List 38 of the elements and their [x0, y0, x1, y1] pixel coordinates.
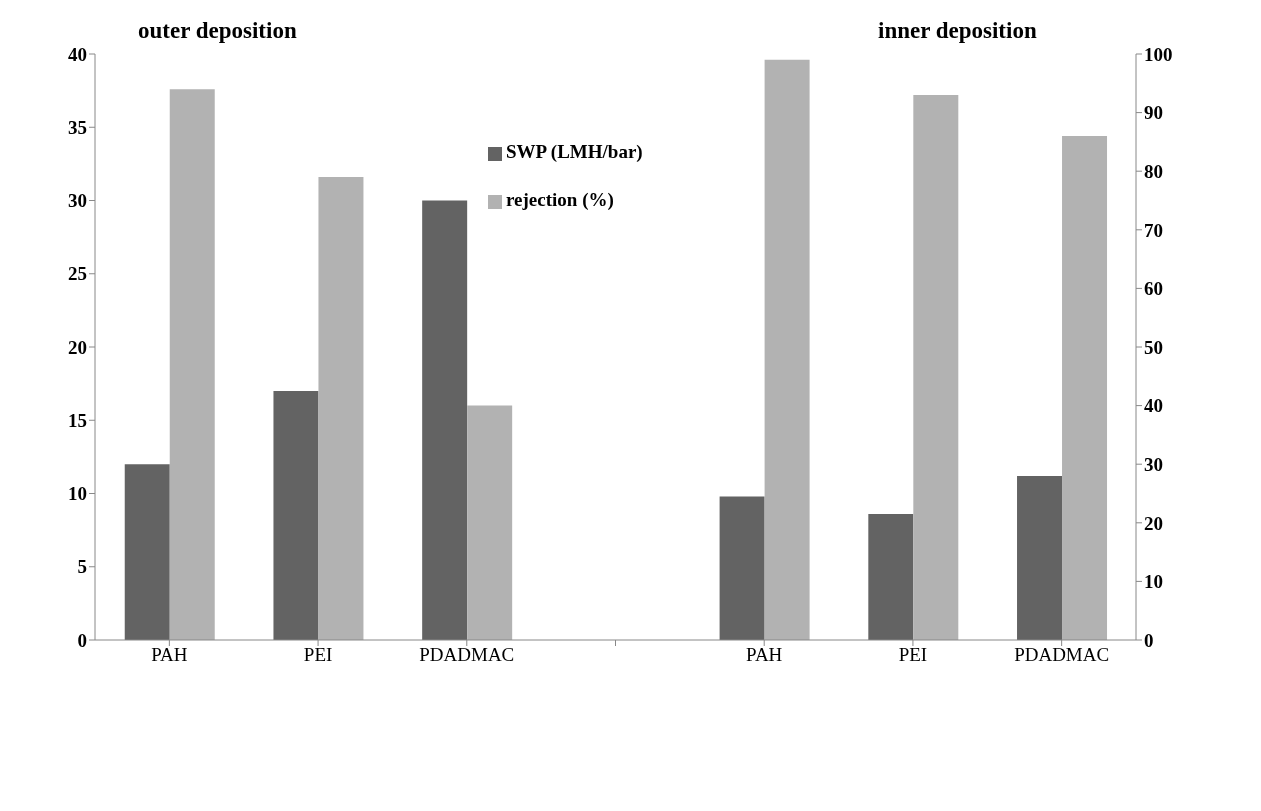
y2-tick-label: 60 [1144, 278, 1163, 300]
y-tick-label: 35 [68, 117, 87, 138]
bar [719, 496, 765, 640]
legend-label: rejection (%) [506, 189, 614, 210]
y2-tick-label: 10 [1144, 571, 1163, 593]
y-tick-label: 20 [68, 336, 87, 358]
y2-tick-label: 0 [1144, 629, 1154, 651]
y2-tick-label: 20 [1144, 512, 1163, 534]
bar [868, 514, 914, 640]
x-tick-label: PAH [151, 644, 188, 666]
y2-tick-label: 90 [1144, 102, 1163, 124]
y2-tick-label: 80 [1144, 160, 1163, 182]
y-tick-label: 5 [77, 556, 87, 578]
y2-tick-label: 70 [1144, 219, 1163, 241]
text: inner deposition [878, 18, 1037, 44]
y-tick-label: 15 [68, 409, 87, 431]
y-tick-label: 10 [68, 483, 87, 505]
bar [1062, 136, 1108, 640]
y-tick-label: 30 [68, 190, 87, 212]
legend-label: SWP (LMH/bar) [506, 141, 643, 162]
bar [1017, 475, 1063, 640]
y2-tick-label: 100 [1144, 43, 1173, 65]
x-tick-label: PAH [746, 644, 783, 666]
y2-tick-label: 40 [1144, 395, 1163, 417]
y-tick-label: 40 [68, 43, 87, 65]
bar [169, 89, 215, 640]
y2-tick-label: 30 [1144, 453, 1163, 475]
text: outer deposition [138, 18, 297, 44]
bar [913, 95, 959, 640]
y-tick-label: 25 [68, 263, 87, 285]
x-tick-label: PDADMAC [419, 644, 515, 666]
y-tick-label: 0 [77, 629, 87, 651]
bar [764, 59, 810, 640]
x-tick-label: PEI [303, 644, 333, 666]
y2-tick-label: 50 [1144, 336, 1163, 358]
x-tick-label: PDADMAC [1014, 644, 1110, 666]
bar [124, 464, 170, 640]
x-tick-label: PEI [898, 644, 928, 666]
